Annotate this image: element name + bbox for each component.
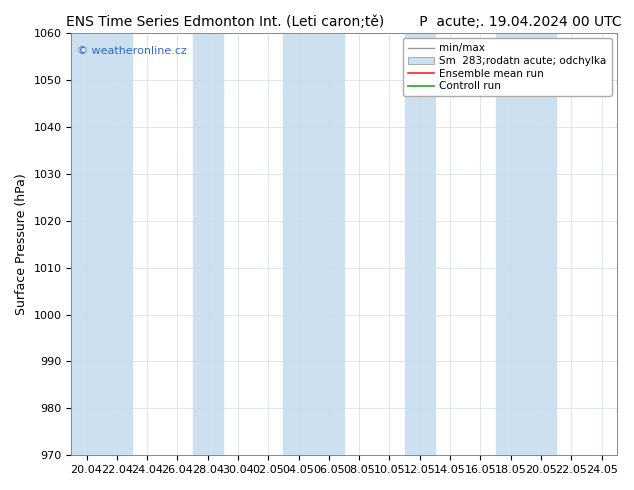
Bar <box>101 33 132 455</box>
Bar <box>404 33 435 455</box>
Y-axis label: Surface Pressure (hPa): Surface Pressure (hPa) <box>15 173 28 315</box>
Bar <box>314 33 344 455</box>
Bar <box>526 33 556 455</box>
Bar <box>283 33 314 455</box>
Bar <box>72 33 101 455</box>
Title: ENS Time Series Edmonton Int. (Leti caron;tě)        P  acute;. 19.04.2024 00 UT: ENS Time Series Edmonton Int. (Leti caro… <box>66 15 622 29</box>
Bar <box>496 33 526 455</box>
Legend: min/max, Sm  283;rodatn acute; odchylka, Ensemble mean run, Controll run: min/max, Sm 283;rodatn acute; odchylka, … <box>403 38 612 97</box>
Bar <box>193 33 223 455</box>
Text: © weatheronline.cz: © weatheronline.cz <box>77 46 187 55</box>
